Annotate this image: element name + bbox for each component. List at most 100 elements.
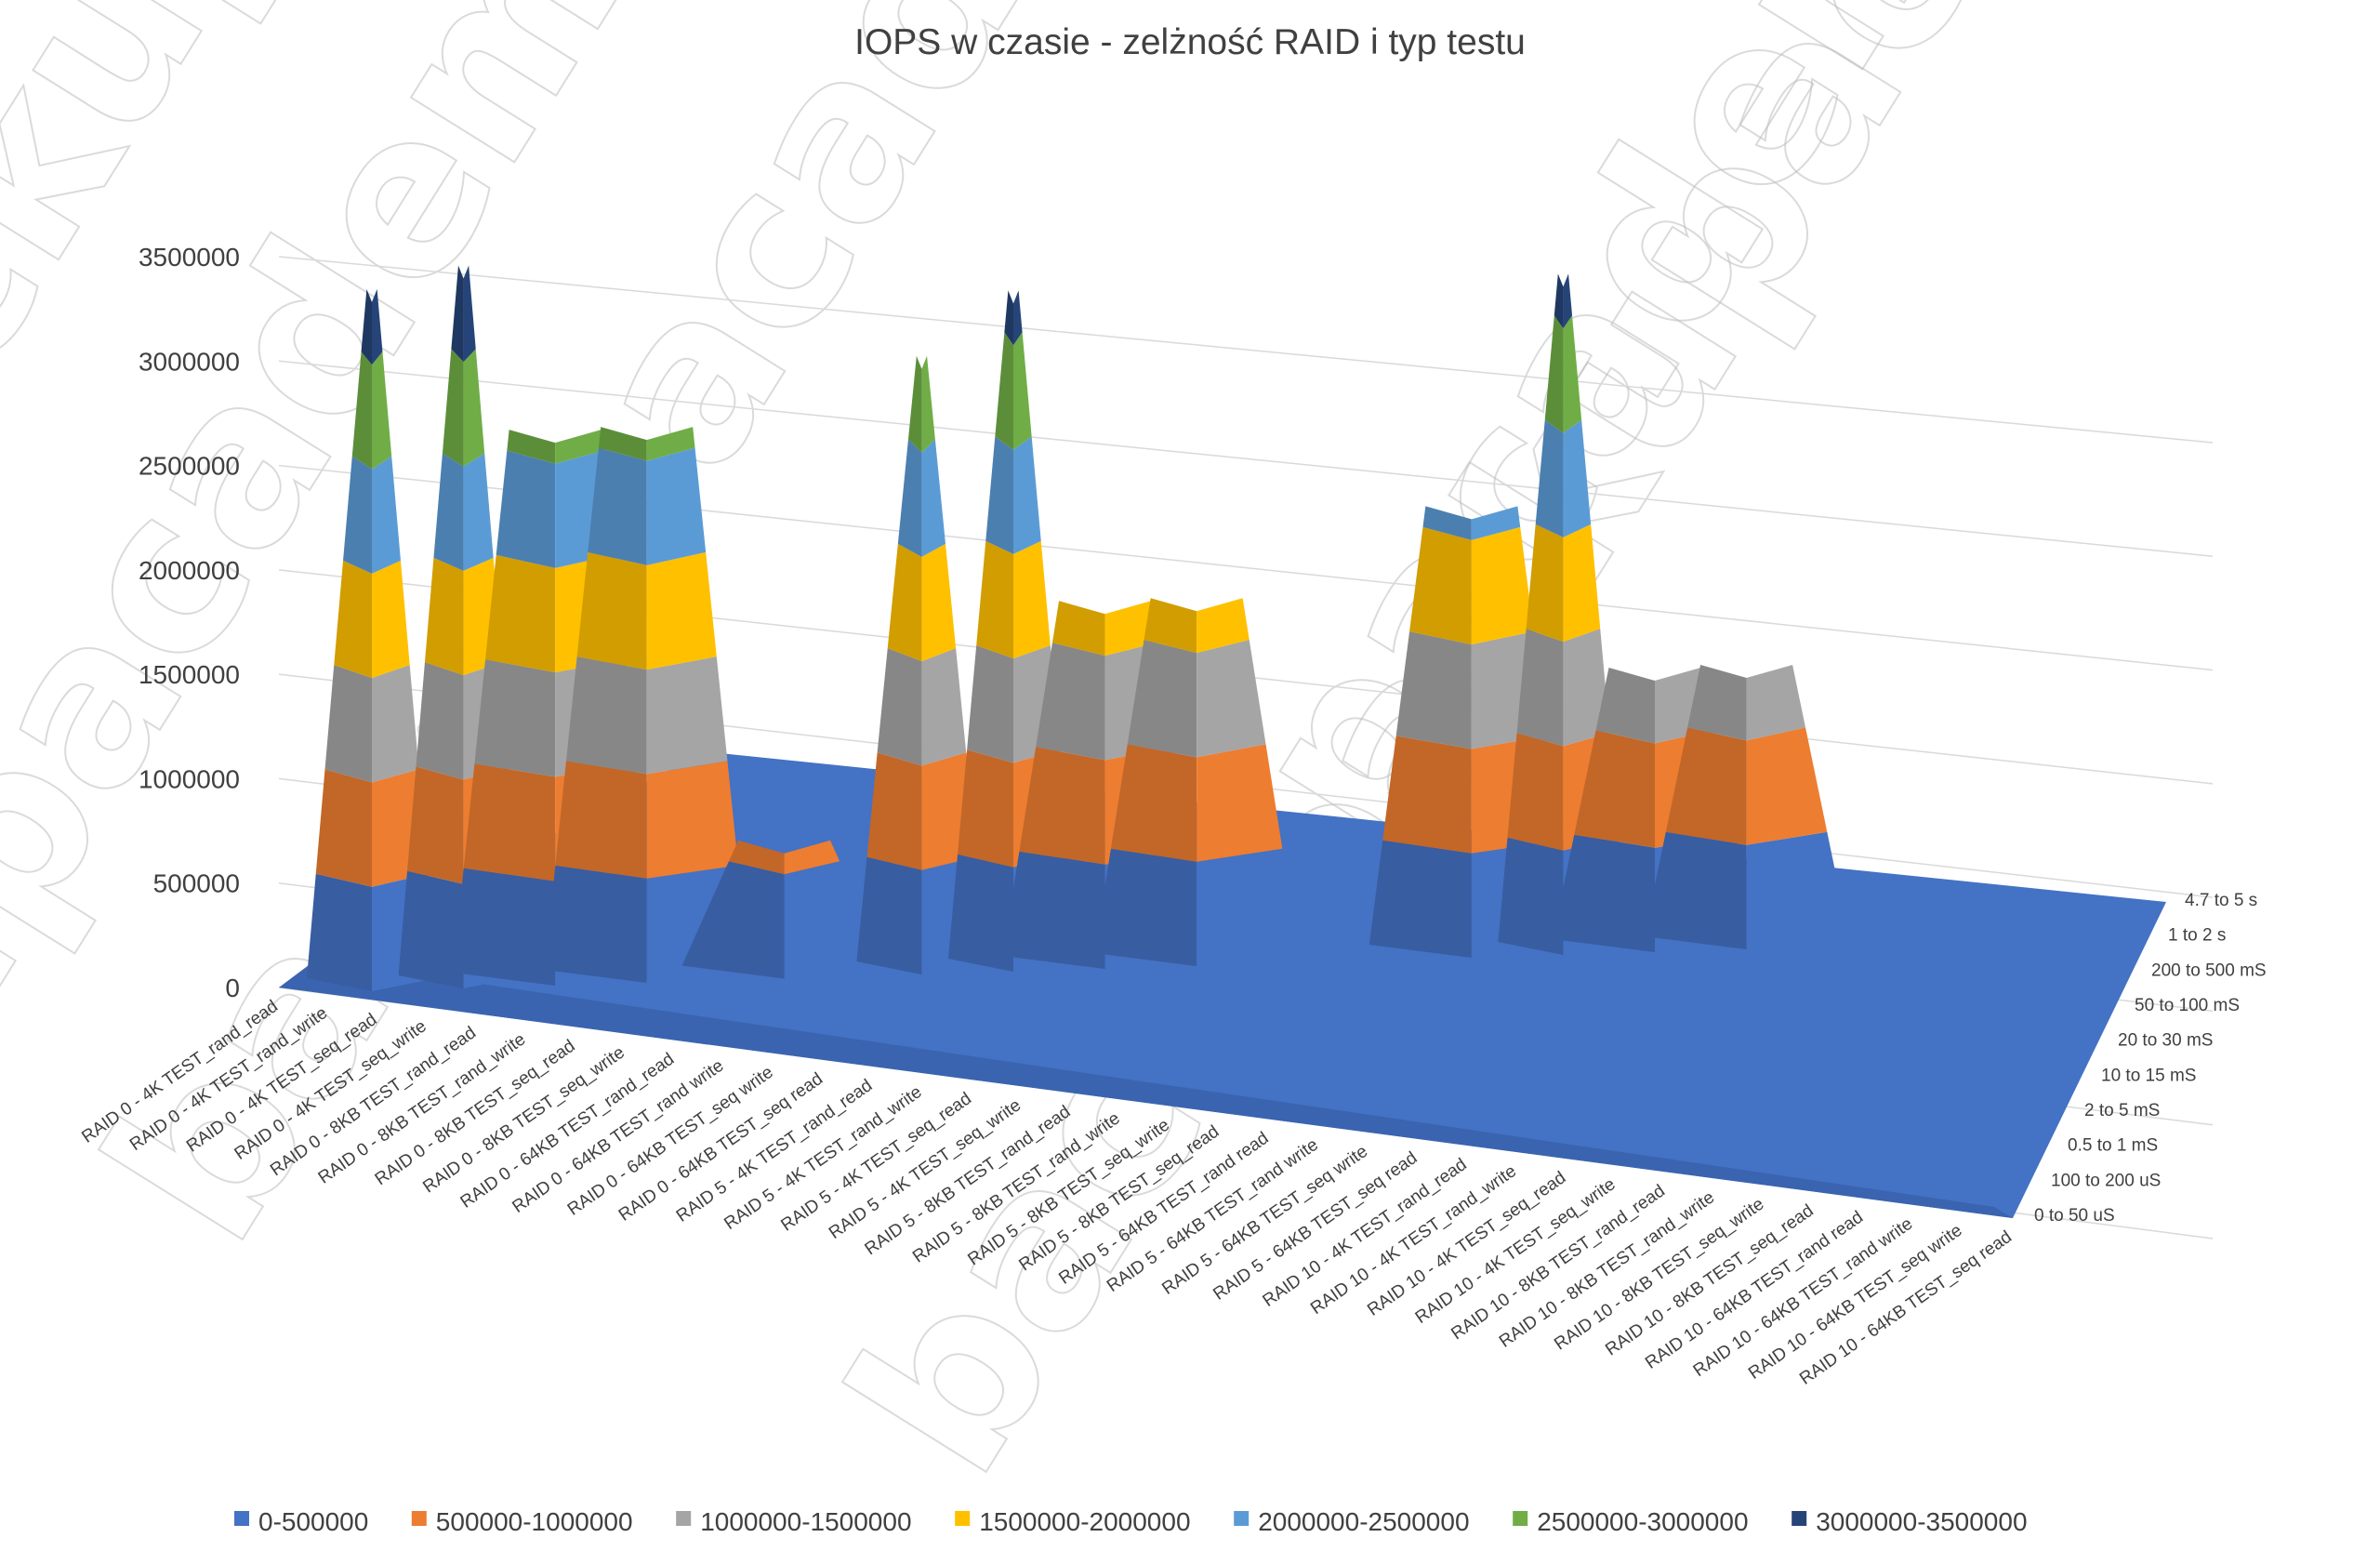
peak-band-right (784, 840, 840, 875)
peak-band-left (1516, 629, 1564, 747)
peak-band-left (507, 430, 556, 464)
peak-band-left (887, 543, 922, 662)
legend-item: 1500000-2000000 (955, 1507, 1191, 1536)
peak-band-right (921, 355, 935, 453)
peak-band-left (985, 436, 1013, 554)
peak-band-left (967, 645, 1013, 763)
peak (856, 355, 987, 974)
peak-band-right (372, 665, 419, 783)
peak-band-left (565, 656, 647, 775)
chart-title: IOPS w czasie - zelżność RAID i typ test… (854, 22, 1526, 62)
peak-band-left (598, 427, 647, 461)
legend-swatch (234, 1511, 249, 1526)
y-axis-ticks: 3500000 3000000 2500000 2000000 1500000 10000… (139, 243, 240, 1002)
peak-band-left (1051, 601, 1105, 656)
depth-tick-label: 50 to 100 mS (2135, 996, 2240, 1015)
peak-band-left (576, 551, 647, 670)
depth-tick-label: 10 to 15 mS (2101, 1066, 2196, 1085)
peak-band-left (728, 840, 785, 875)
peak-band-left (1553, 834, 1655, 952)
y-tick-label: 3000000 (139, 347, 240, 376)
peak-band-left (1002, 851, 1105, 969)
peak-band-left (1127, 640, 1197, 758)
peak-band-left (1574, 730, 1655, 848)
depth-tick-label: 4.7 to 5 s (2185, 891, 2257, 910)
peak-band-left (307, 873, 372, 991)
depth-tick-label: 0.5 to 1 mS (2068, 1136, 2158, 1156)
peak-band-right (921, 648, 967, 766)
legend: 0-500000 500000-1000000 1000000-1500000 150… (234, 1507, 2028, 1536)
legend-label: 1500000-2000000 (979, 1507, 1190, 1536)
y-tick-label: 1000000 (139, 764, 240, 793)
peak-band-left (877, 648, 922, 766)
peak-band-right (646, 447, 707, 565)
peak-band-right (463, 349, 485, 467)
peak-band-left (1644, 831, 1747, 949)
peak-band-left (544, 865, 647, 983)
legend-label: 500000-1000000 (436, 1507, 633, 1536)
peak-band-right (1471, 506, 1521, 540)
peak-band-left (451, 265, 464, 363)
peak-band-left (1665, 727, 1747, 845)
peak-band-left (958, 749, 1013, 868)
y-tick-label: 3500000 (139, 243, 240, 272)
legend-item: 3000000-3500000 (1792, 1507, 2028, 1536)
y-tick-label: 0 (225, 974, 240, 1002)
peak-band-left (1526, 524, 1564, 643)
legend-item: 1000000-1500000 (676, 1507, 912, 1536)
peak-band-right (1471, 526, 1534, 645)
peak-band-left (1595, 668, 1655, 744)
legend-swatch (1792, 1511, 1807, 1526)
peak-band-left (1409, 526, 1472, 645)
peak-band-left (424, 557, 464, 676)
peak-band-left (315, 769, 372, 887)
peak-band-right (1746, 727, 1828, 845)
peak-band-left (1110, 744, 1197, 862)
peak-band-left (1368, 840, 1472, 958)
peak-band-left (398, 870, 464, 988)
legend-swatch (411, 1511, 427, 1526)
peak-band-right (1197, 598, 1250, 654)
peak-band-left (453, 868, 556, 986)
peak-band-left (897, 439, 922, 557)
peak-band-left (681, 861, 785, 979)
peak-band-right (372, 456, 401, 574)
peak-band-right (1013, 290, 1023, 346)
peak-band-right (555, 430, 603, 464)
peak-band-left (474, 659, 556, 777)
peak-band-left (485, 554, 556, 673)
legend-item: 2000000-2500000 (1234, 1507, 1470, 1536)
peak-band-left (907, 355, 922, 453)
peak-band-right (372, 560, 410, 679)
peak-band-left (866, 752, 922, 870)
peak-band-right (1746, 665, 1806, 741)
peak-band-left (1498, 837, 1564, 955)
peak-band-left (995, 332, 1013, 450)
legend-label: 1000000-1500000 (700, 1507, 911, 1536)
peak-band-left (1382, 736, 1472, 854)
peak-band-right (1563, 315, 1582, 433)
depth-tick-label: 100 to 200 uS (2051, 1171, 2161, 1190)
legend-swatch (955, 1511, 971, 1526)
peak-band-left (324, 665, 372, 783)
peak-band-right (1013, 436, 1041, 554)
peak-band-left (433, 453, 464, 571)
peak (307, 288, 437, 991)
y-tick-label: 2000000 (139, 556, 240, 585)
peak-band-right (1197, 640, 1266, 758)
y-tick-label: 1500000 (139, 660, 240, 689)
peak-band-left (361, 288, 372, 365)
peak-band-right (372, 351, 392, 470)
peak-band-right (921, 439, 946, 557)
legend-item: 0-500000 (234, 1507, 368, 1536)
gridline (278, 360, 2214, 558)
peak-band-left (1094, 848, 1197, 966)
peak-band-left (1004, 290, 1013, 346)
peak-band-right (1746, 831, 1849, 949)
peak-band-left (588, 447, 647, 565)
peak-band-left (1019, 747, 1105, 865)
y-tick-label: 2500000 (139, 452, 240, 481)
legend-label: 3000000-3500000 (1816, 1507, 2027, 1536)
peak-band-left (343, 456, 372, 574)
